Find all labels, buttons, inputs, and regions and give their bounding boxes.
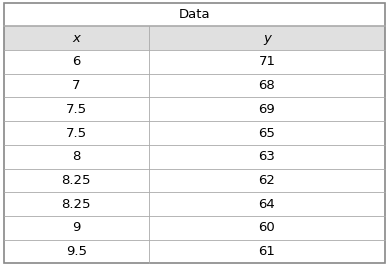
Text: 64: 64 [259,198,275,211]
Text: Data: Data [179,8,210,21]
Bar [4,192,149,216]
Bar [149,240,385,263]
Text: 68: 68 [259,79,275,92]
Bar [4,145,149,169]
Text: 65: 65 [259,127,275,139]
Text: 8.25: 8.25 [61,198,91,211]
Bar [4,26,149,50]
Bar [4,74,149,97]
Bar [4,3,385,26]
Bar [4,240,149,263]
Bar [4,169,149,192]
Bar [149,74,385,97]
Text: 8.25: 8.25 [61,174,91,187]
Text: y: y [263,32,271,45]
Bar [149,216,385,240]
Text: 7: 7 [72,79,81,92]
Text: 61: 61 [259,245,275,258]
Text: 71: 71 [258,55,275,68]
Text: x: x [72,32,80,45]
Text: 7.5: 7.5 [66,103,87,116]
Bar [4,50,149,74]
Bar [4,121,149,145]
Bar [149,145,385,169]
Bar [149,121,385,145]
Bar [149,50,385,74]
Bar [4,216,149,240]
Text: 9.5: 9.5 [66,245,87,258]
Text: 9: 9 [72,221,81,234]
Bar [149,26,385,50]
Bar [149,169,385,192]
Text: 69: 69 [259,103,275,116]
Bar [149,192,385,216]
Bar [149,97,385,121]
Text: 60: 60 [259,221,275,234]
Bar [4,97,149,121]
Text: 7.5: 7.5 [66,127,87,139]
Text: 62: 62 [259,174,275,187]
Text: 63: 63 [259,150,275,163]
Text: 8: 8 [72,150,81,163]
Text: 6: 6 [72,55,81,68]
